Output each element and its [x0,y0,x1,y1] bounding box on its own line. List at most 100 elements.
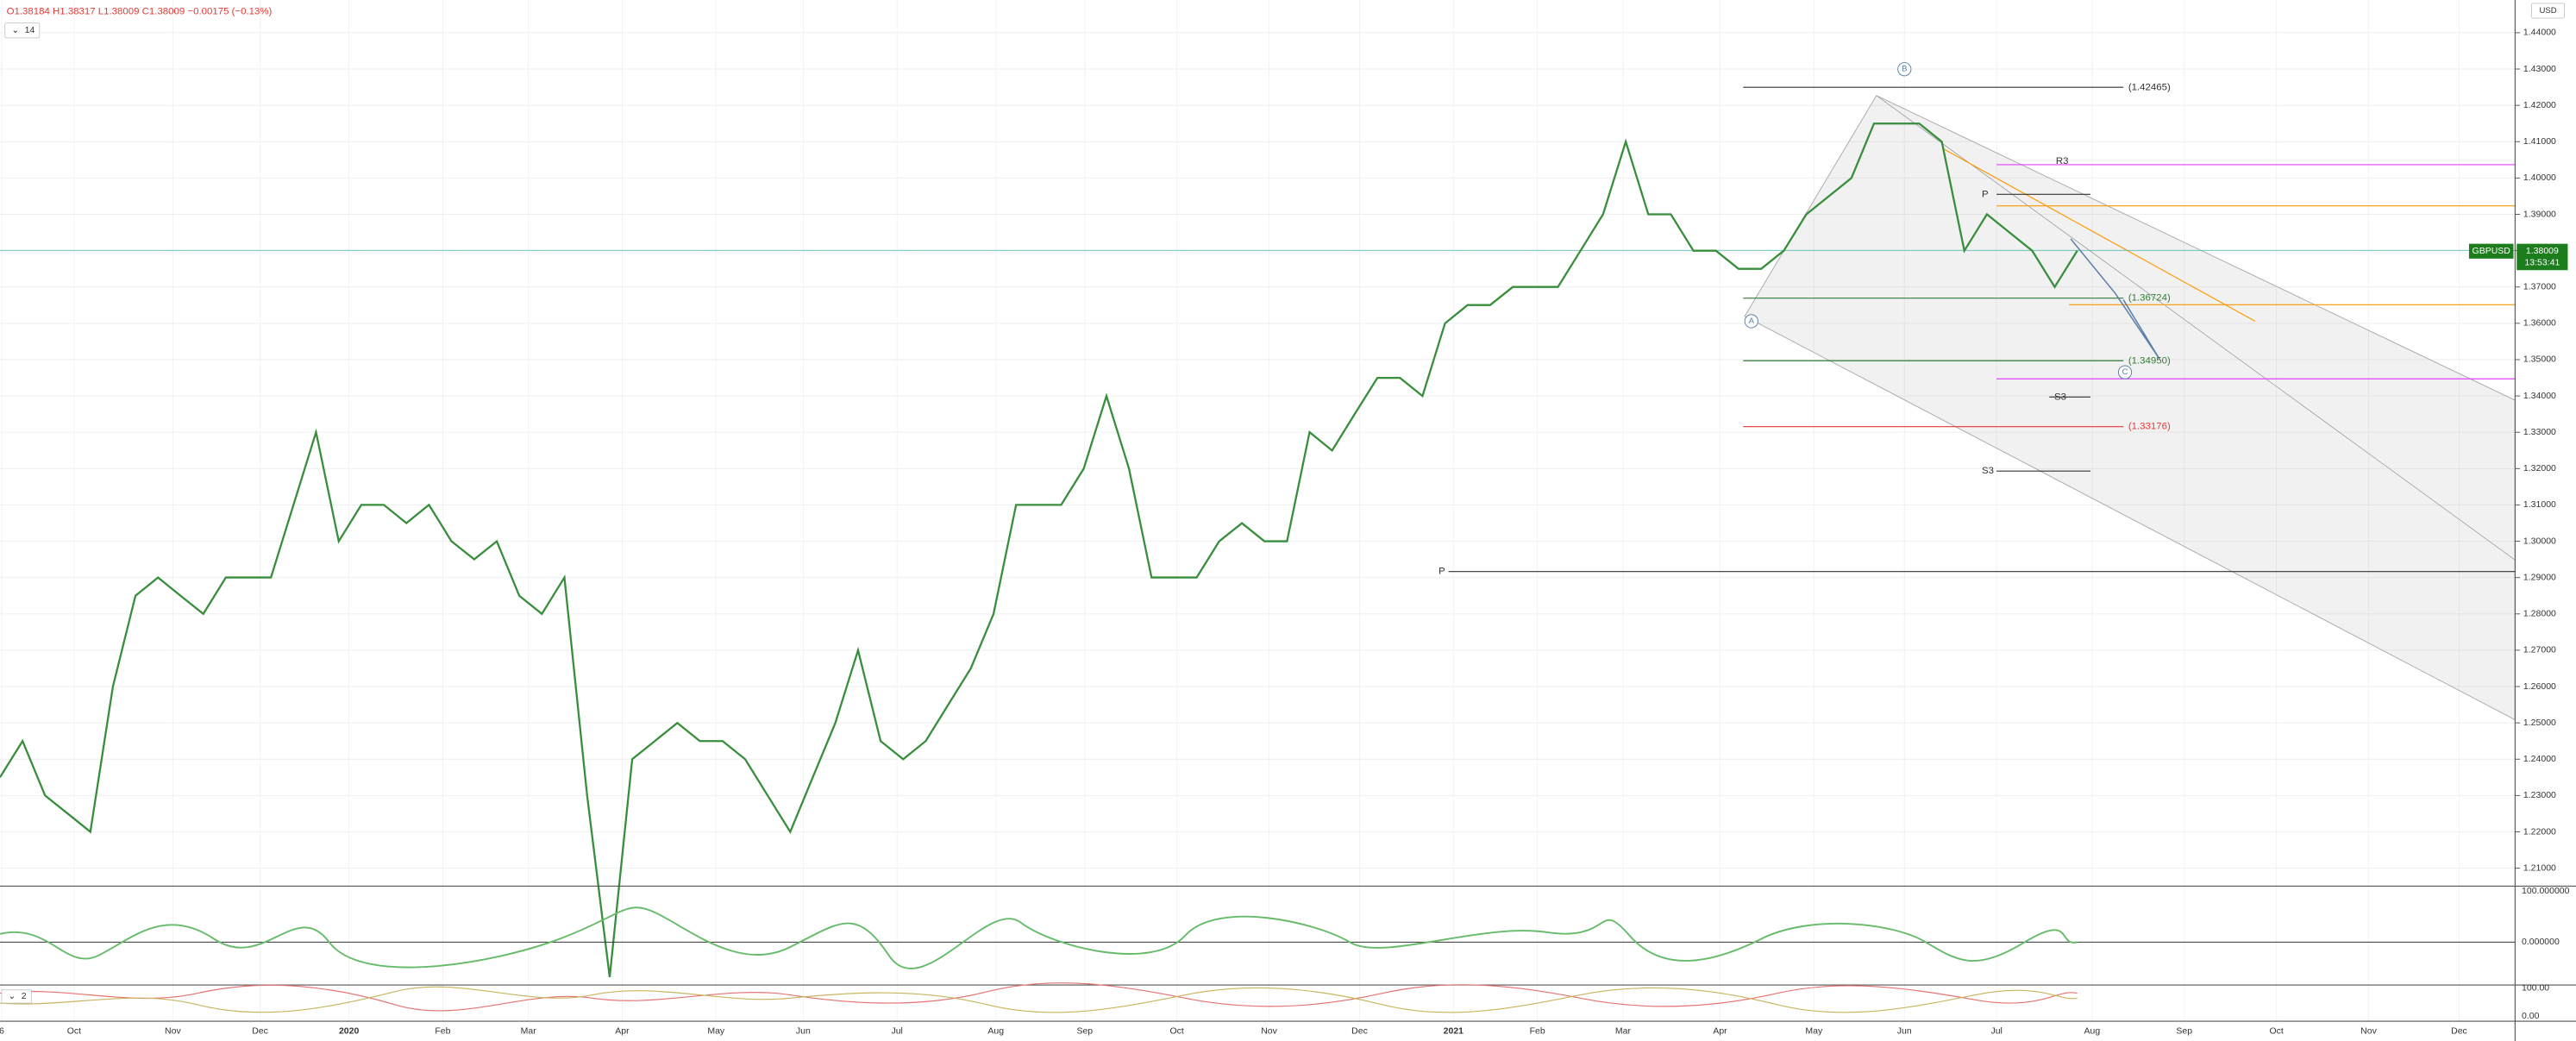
oscillator2-line [0,986,2078,1013]
currency-button[interactable] [2531,3,2566,19]
y-tick-label: 1.21000 [2523,862,2556,873]
price-axis: 1.44000 1.43000 1.42000 1.41000 1.40000 1.390… [2515,28,2556,873]
ohlc-header: O1.38184 H1.38317 L1.38009 C1.38009 −0.0… [7,6,273,16]
y-tick-label: 1.26000 [2523,681,2556,692]
y-tick-label: 1.35000 [2523,354,2556,365]
time-axis: 6 Oct Nov Dec 2020 Feb Mar Apr May Jun Jul Aug Sep Oc… [0,1025,2467,1036]
pane-settings-button[interactable] [1,989,32,1004]
symbol-tag-label: GBPUSD [2473,246,2511,256]
x-tick-label: Jun [796,1025,811,1036]
wave-label: B [1902,65,1907,74]
x-tick-label: Apr [615,1025,630,1036]
y-tick-label: 1.41000 [2523,136,2556,147]
y-tick-label: 1.28000 [2523,609,2556,619]
y-tick-label: 1.34000 [2523,391,2556,401]
x-tick-label: Jul [891,1025,902,1036]
y-tick-label: 1.33000 [2523,427,2556,437]
trend-line [1941,147,2256,322]
x-tick-label: Nov [165,1025,181,1036]
x-tick-label: 2021 [1444,1025,1464,1036]
series [0,122,2078,978]
grid [0,0,2516,1022]
price-tag-label: 1.38009 [2526,246,2559,256]
x-tick-label: Feb [1530,1025,1545,1036]
x-tick-label: Mar [1615,1025,1632,1036]
x-tick-label: Feb [435,1025,450,1036]
countdown-label: 13:53:41 [2524,257,2560,267]
x-tick-label: Sep [1076,1025,1093,1036]
x-tick-label: Dec [2451,1025,2467,1036]
level-label: P [1982,189,1989,199]
x-tick-label: Dec [252,1025,268,1036]
symbol-tag [2468,243,2514,259]
x-tick-label: Dec [1351,1025,1368,1036]
x-tick-label: Jul [1990,1025,2002,1036]
x-tick-label: Mar [521,1025,537,1036]
oscillator-tick: 0.000000 [2522,937,2560,947]
level-label: S3 [2054,392,2066,402]
level-label: (1.34950) [2128,355,2171,366]
annotation-labels: B A C (1.42465) R3 P (1.36724) (1.34950)… [1438,62,2171,577]
currency-label: USD [2539,6,2556,16]
wave-label: A [1749,317,1755,326]
x-tick-label: Aug [987,1025,1004,1036]
level-label: (1.33176) [2128,422,2171,432]
levels [1448,86,2516,573]
oscillator-line [0,906,2078,969]
level-label: S3 [1982,466,1994,476]
x-tick-label: Sep [2176,1025,2192,1036]
x-tick-label: May [1805,1025,1823,1036]
y-tick-label: 1.30000 [2523,536,2556,546]
y-tick-label: 1.36000 [2523,318,2556,329]
projection-path [2070,238,2160,360]
oscillator-tick: 100.000000 [2522,886,2570,896]
x-tick-label: Aug [2084,1025,2101,1036]
level-label: R3 [2056,156,2069,166]
x-tick-label: Oct [67,1025,81,1036]
price-series [0,122,2078,978]
y-tick-label: 1.27000 [2523,645,2556,655]
y-tick-label: 1.42000 [2523,100,2556,110]
y-tick-label: 1.32000 [2523,463,2556,473]
x-tick-label: Nov [2360,1025,2377,1036]
pane-setting: ⌄ [9,991,16,1001]
indicator-count: 14 [25,25,35,35]
y-tick-label: 1.24000 [2523,754,2556,764]
x-tick-label: Jun [1897,1025,1912,1036]
level-label: (1.36724) [2128,293,2171,304]
y-tick-label: 1.31000 [2523,499,2556,510]
oscillator2-tick: 100.00 [2522,983,2549,994]
indicator-toggle[interactable] [4,22,41,39]
x-tick-label: Nov [1261,1025,1277,1036]
y-tick-label: 1.25000 [2523,718,2556,728]
y-tick-label: 1.40000 [2523,172,2556,183]
indicator-toggle-icon: ⌄ [11,25,19,35]
y-tick-label: 1.37000 [2523,282,2556,292]
y-tick-label: 1.29000 [2523,572,2556,582]
y-tick-label: 1.43000 [2523,64,2556,74]
oscillator2-tick: 0.00 [2522,1011,2540,1021]
x-tick-label: 6 [0,1025,4,1036]
x-tick-label: 2020 [339,1025,360,1036]
y-tick-label: 1.39000 [2523,209,2556,219]
wave-marker [2117,365,2133,379]
x-tick-label: Apr [1713,1025,1727,1036]
level-label: P [1438,567,1445,577]
pane-setting: 2 [22,991,27,1001]
pitchfork-median [1876,95,2516,561]
y-tick-label: 1.44000 [2523,28,2556,38]
oscillator2-line [0,982,2078,1012]
wave-marker [1897,62,1912,77]
level-label: (1.42465) [2128,82,2171,92]
x-tick-label: May [707,1025,725,1036]
x-tick-label: Oct [1169,1025,1183,1036]
y-tick-label: 1.22000 [2523,826,2556,837]
price-tag [2516,243,2568,271]
wave-label: C [2122,367,2128,377]
wave-marker [1744,314,1758,329]
y-tick-label: 1.23000 [2523,790,2556,800]
x-tick-label: Oct [2269,1025,2283,1036]
